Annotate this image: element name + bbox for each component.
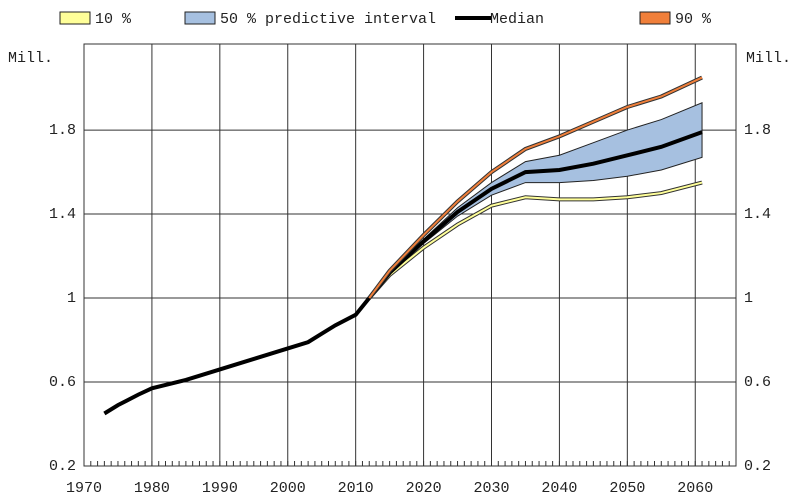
legend-label: 10 % — [95, 11, 132, 28]
legend-swatch — [59, 11, 91, 25]
legend-swatch — [639, 11, 671, 25]
x-tick-label: 1990 — [202, 480, 238, 495]
legend-swatch — [184, 11, 216, 25]
line-outline — [367, 75, 703, 300]
plot-frame — [83, 43, 737, 467]
x-tick-label: 2060 — [677, 480, 713, 495]
y2-axis-label: Mill. — [746, 50, 791, 67]
x-tick-label: 1980 — [134, 480, 170, 495]
interval-area — [368, 102, 703, 299]
x-tick-label: 2000 — [270, 480, 306, 495]
y-tick-label: 0.6 — [49, 374, 76, 391]
x-tick-label: 2020 — [406, 480, 442, 495]
y2-tick-label: 0.6 — [744, 374, 771, 391]
y2-tick-label: 1.4 — [744, 206, 771, 223]
x-tick-label: 2030 — [473, 480, 509, 495]
y-axis-label: Mill. — [8, 50, 53, 67]
legend-label: Median — [490, 11, 544, 28]
x-tick-label: 2040 — [541, 480, 577, 495]
quantile-line — [368, 181, 703, 299]
y2-tick-label: 1.8 — [744, 122, 771, 139]
y-tick-label: 1.8 — [49, 122, 76, 139]
quantile-line — [368, 76, 703, 299]
x-tick-label: 2010 — [338, 480, 374, 495]
legend-label: 90 % — [675, 11, 712, 28]
y-tick-label: 1 — [67, 290, 76, 307]
y2-tick-label: 1 — [744, 290, 753, 307]
y-tick-label: 1.4 — [49, 206, 76, 223]
x-tick-label: 2050 — [609, 480, 645, 495]
x-tick-label: 1970 — [66, 480, 102, 495]
median-line — [103, 130, 703, 416]
legend-label: 50 % predictive interval — [220, 11, 436, 28]
y2-tick-label: 0.2 — [744, 458, 771, 475]
y-tick-label: 0.2 — [49, 458, 76, 475]
